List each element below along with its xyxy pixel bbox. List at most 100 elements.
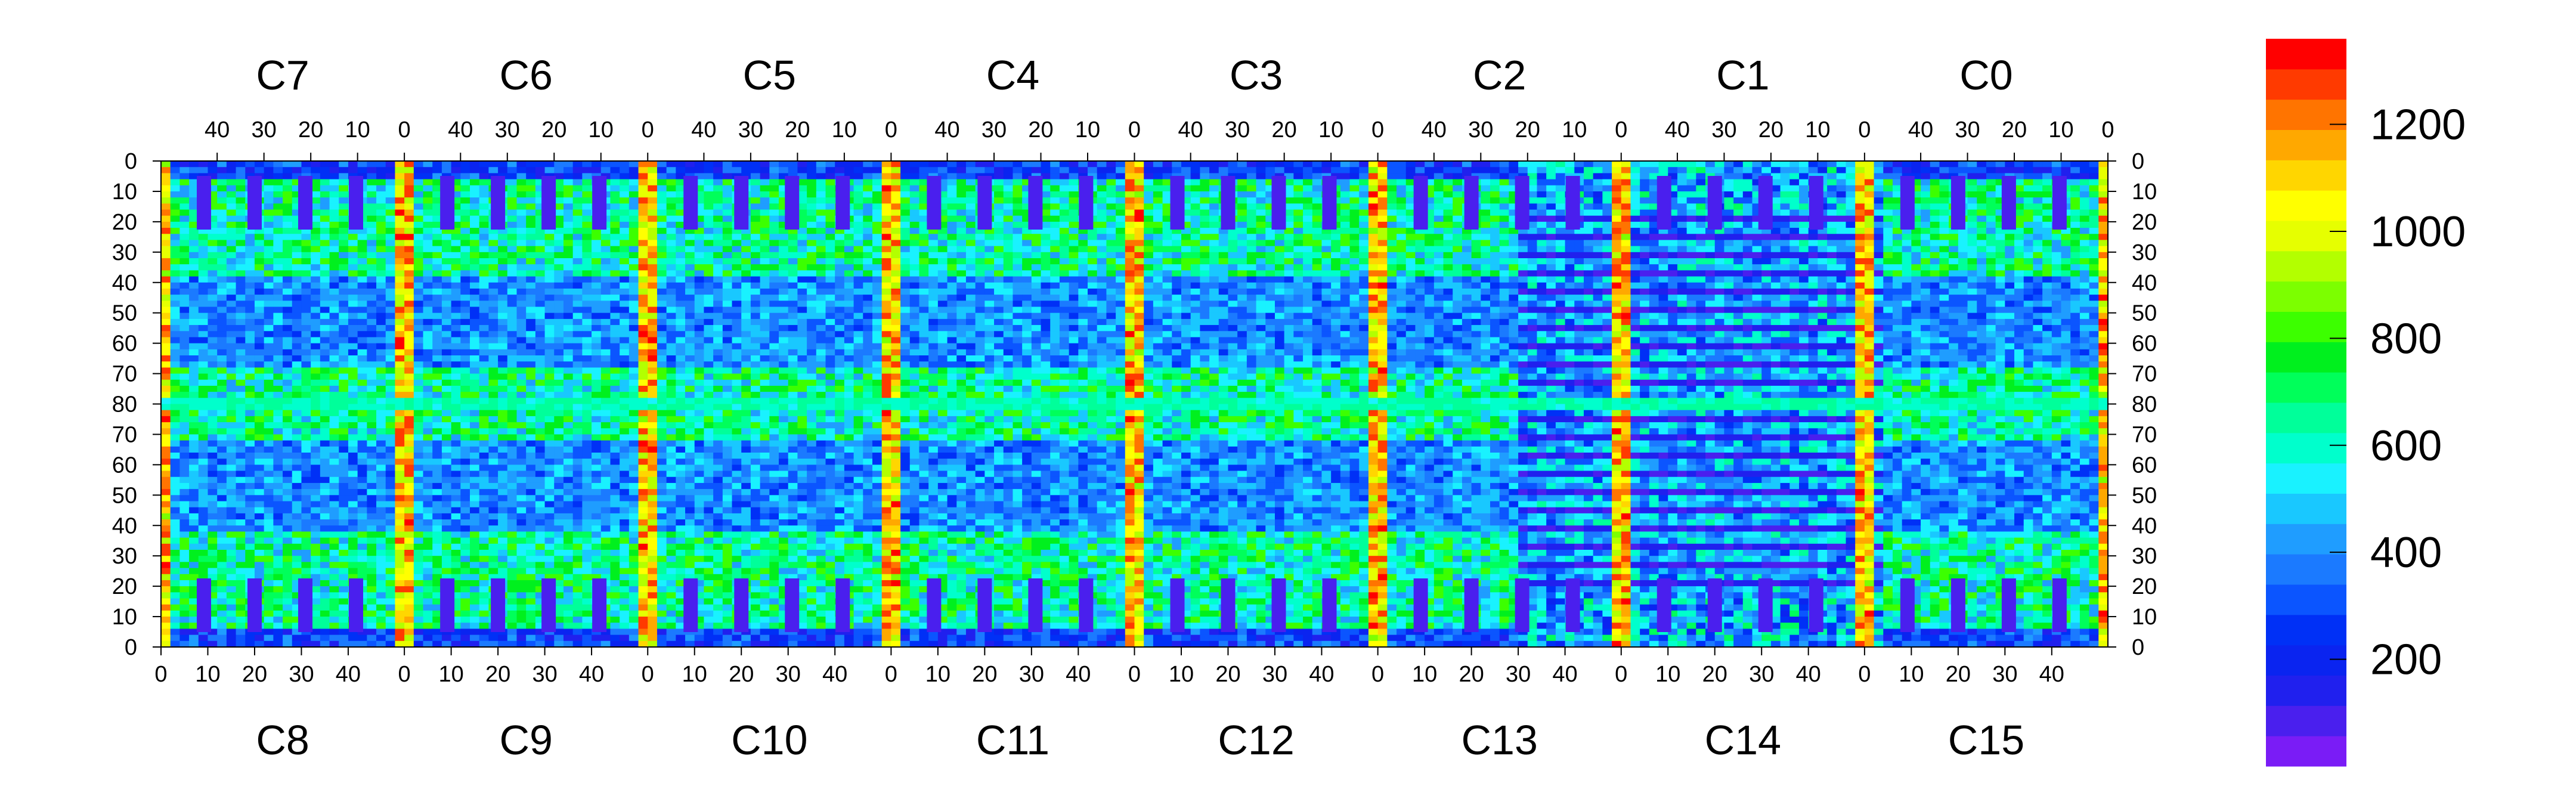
heatmap-cell (797, 246, 807, 253)
heatmap-cell (385, 185, 395, 192)
heatmap-cell (1808, 288, 1818, 295)
heatmap-cell (1050, 234, 1060, 240)
heatmap-cell (1041, 295, 1051, 301)
heatmap-cell (657, 270, 667, 277)
heatmap-cell (1949, 270, 1959, 277)
heatmap-cell (451, 264, 461, 271)
heatmap-cell (1967, 228, 1977, 234)
heatmap-cell (226, 276, 236, 283)
heatmap-cell (769, 288, 779, 295)
heatmap-cell (1088, 167, 1098, 174)
heatmap-cell (1677, 185, 1688, 192)
heatmap-cell (1555, 276, 1565, 283)
heatmap-cell (179, 191, 190, 198)
heatmap-cell (329, 185, 339, 192)
heatmap-cell (283, 264, 293, 271)
heatmap-cell (1883, 301, 1893, 307)
heatmap-cell (1827, 301, 1837, 307)
heatmap-cell (1752, 209, 1762, 216)
heatmap-cell (881, 270, 891, 277)
heatmap-cell (516, 234, 527, 240)
heatmap-cell (470, 288, 480, 295)
heatmap-cell (1593, 270, 1603, 277)
heatmap-cell (1855, 185, 1865, 192)
heatmap-cell (1677, 167, 1688, 174)
heatmap-cell (1368, 246, 1379, 253)
heatmap-cell (1246, 173, 1256, 179)
heatmap-cell (872, 258, 883, 265)
heatmap-cell (610, 197, 620, 204)
heatmap-cell (1181, 161, 1191, 168)
heatmap-cell (713, 252, 723, 259)
heatmap-cell (236, 282, 246, 289)
heatmap-cell (1705, 288, 1716, 295)
heatmap-cell (947, 234, 957, 240)
heatmap-cell (1995, 215, 2005, 222)
heatmap-cell (965, 209, 976, 216)
heatmap-cell (161, 167, 171, 174)
heatmap-cell (572, 221, 583, 228)
heatmap-cell (563, 276, 574, 283)
heatmap-cell (329, 295, 339, 301)
heatmap-cell (516, 240, 527, 247)
heatmap-cell (1349, 221, 1360, 228)
heatmap-cell (2033, 276, 2043, 283)
heatmap-cell (956, 197, 967, 204)
heatmap-cell (1855, 234, 1865, 240)
heatmap-cell (1331, 246, 1341, 253)
heatmap-cell (1630, 191, 1640, 198)
heatmap-cell (385, 270, 395, 277)
heatmap-cell (1780, 234, 1790, 240)
heatmap-cell (554, 167, 564, 174)
heatmap-cell (1443, 234, 1453, 240)
heatmap-cell (1892, 295, 1903, 301)
heatmap-cell (1864, 191, 1874, 198)
heatmap-cell (1883, 203, 1893, 210)
heatmap-cell (863, 234, 873, 240)
heatmap-cell (610, 221, 620, 228)
heatmap-cell (732, 301, 742, 307)
heatmap-cell (2089, 173, 2099, 179)
heatmap-cell (1752, 173, 1762, 179)
heatmap-cell (198, 270, 208, 277)
heatmap-cell (909, 209, 919, 216)
heatmap-cell (1088, 228, 1098, 234)
heatmap-cell (554, 228, 564, 234)
heatmap-cell (1977, 173, 1987, 179)
heatmap-cell (161, 240, 171, 247)
heatmap-cell (1097, 167, 1107, 174)
heatmap-cell (236, 161, 246, 168)
heatmap-cell (1013, 252, 1023, 259)
heatmap-cell (526, 288, 536, 295)
heatmap-cell (1144, 234, 1154, 240)
heatmap-cell (217, 221, 227, 228)
heatmap-cell (264, 276, 274, 283)
heatmap-cell (404, 252, 414, 259)
heatmap-cell (236, 209, 246, 216)
heatmap-cell (1387, 282, 1397, 289)
heatmap-cell (1977, 185, 1987, 192)
heatmap-cell (1949, 276, 1959, 283)
heatmap-cell (760, 276, 770, 283)
heatmap-cell (1770, 161, 1781, 168)
heatmap-cell (460, 246, 470, 253)
heatmap-cell (507, 288, 517, 295)
heatmap-cell (1818, 288, 1828, 295)
heatmap-cell (648, 295, 658, 301)
heatmap-cell (1134, 228, 1144, 234)
heatmap-cell (432, 270, 442, 277)
heatmap-cell (1555, 301, 1565, 307)
heatmap-cell (928, 288, 939, 295)
heatmap-cell (2061, 264, 2071, 271)
heatmap-cell (1116, 270, 1126, 277)
heatmap-cell (1433, 234, 1444, 240)
heatmap-cell (1630, 288, 1640, 295)
heatmap-cell (1200, 228, 1210, 234)
heatmap-cell (1443, 288, 1453, 295)
heatmap-cell (1377, 246, 1388, 253)
heatmap-cell (1349, 252, 1360, 259)
heatmap-cell (947, 203, 957, 210)
heatmap-cell (1612, 179, 1622, 186)
heatmap-cell (863, 270, 873, 277)
heatmap-cell (1050, 203, 1060, 210)
